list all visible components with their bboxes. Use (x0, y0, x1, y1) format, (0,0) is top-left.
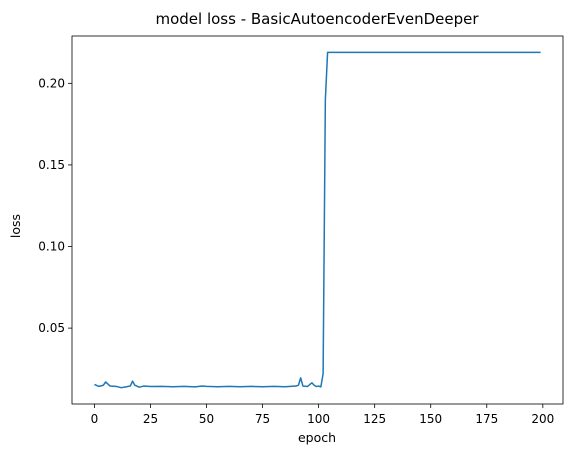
x-axis-label: epoch (298, 430, 336, 445)
y-tick-label: 0.15 (38, 158, 65, 172)
y-axis-label: loss (8, 214, 23, 238)
x-tick-label: 200 (531, 412, 554, 426)
x-tick-label: 50 (199, 412, 214, 426)
x-tick-label: 25 (143, 412, 158, 426)
x-tick-label: 125 (363, 412, 386, 426)
x-tick-label: 100 (307, 412, 330, 426)
x-tick-label: 150 (419, 412, 442, 426)
y-tick-label: 0.10 (38, 240, 65, 254)
x-tick-label: 175 (475, 412, 498, 426)
chart-title: model loss - BasicAutoencoderEvenDeeper (155, 10, 479, 28)
y-tick-label: 0.20 (38, 76, 65, 90)
y-tick-label: 0.05 (38, 321, 65, 335)
x-tick-label: 0 (91, 412, 99, 426)
x-tick-label: 75 (255, 412, 270, 426)
